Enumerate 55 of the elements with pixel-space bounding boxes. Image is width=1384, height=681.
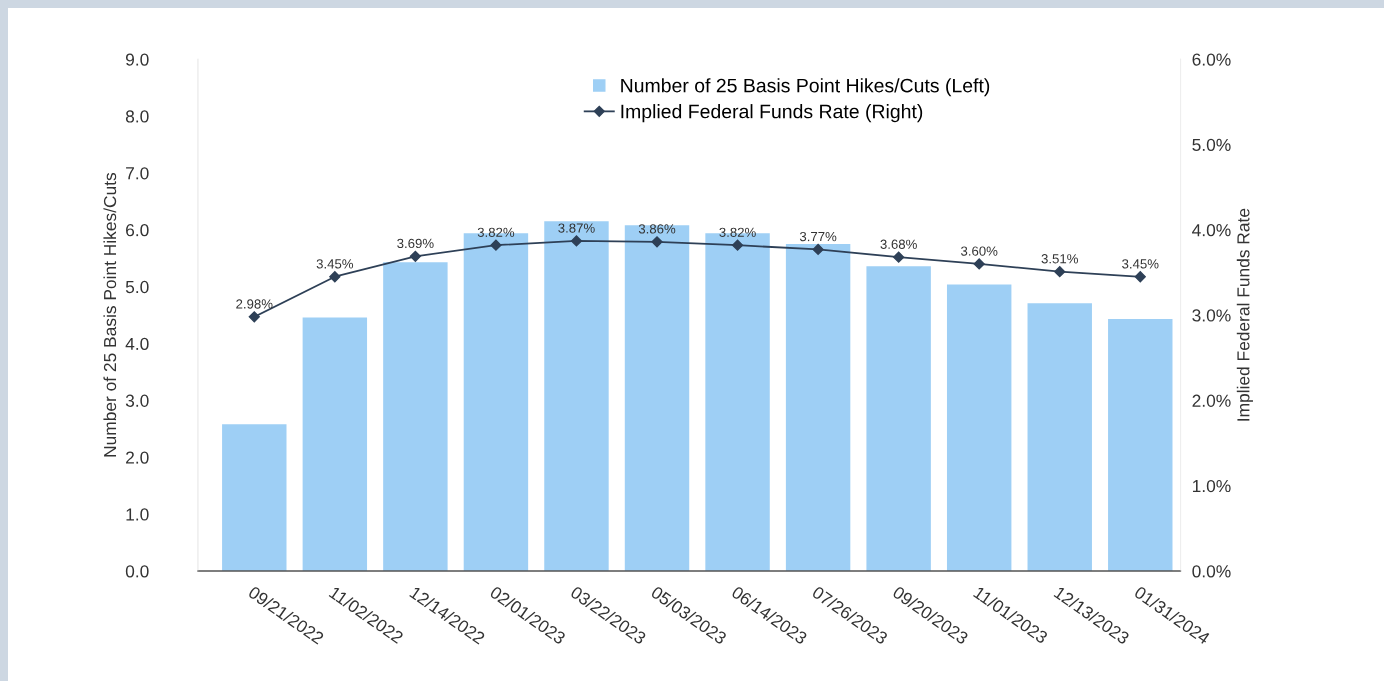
y-tick-label: 3.0 xyxy=(125,394,149,407)
data-label: 2.98% xyxy=(236,299,273,309)
y-tick-label: 5.0 xyxy=(125,280,149,294)
point xyxy=(490,239,502,251)
y-tick-label: 4.0 xyxy=(125,337,149,351)
data-label: 3.68% xyxy=(880,239,917,249)
point xyxy=(973,258,985,270)
data-label: 3.87% xyxy=(558,223,595,233)
bar xyxy=(624,225,690,572)
legend-label: Implied Federal Funds Rate (Right) xyxy=(621,104,923,123)
y2-tick-label: 6.0% xyxy=(1192,53,1231,66)
y-tick-label: 7.0 xyxy=(126,167,149,180)
data-label: 3.45% xyxy=(316,259,354,269)
bar xyxy=(222,424,287,572)
point xyxy=(409,250,421,262)
bar xyxy=(1027,303,1092,572)
y2-tick-label: 3.0% xyxy=(1192,309,1231,322)
data-label: 3.45% xyxy=(1122,259,1159,269)
y-tick-label: 0.0 xyxy=(125,565,149,578)
data-label: 3.60% xyxy=(960,246,998,256)
y2-tick-label: 2.0% xyxy=(1192,394,1231,407)
point xyxy=(651,236,663,248)
bar xyxy=(866,266,931,572)
point xyxy=(1054,266,1066,278)
point xyxy=(248,311,260,323)
data-label: 3.51% xyxy=(1041,254,1078,264)
bar xyxy=(1108,319,1173,572)
bar xyxy=(383,262,448,572)
bar xyxy=(544,221,609,572)
data-label: 3.82% xyxy=(477,227,515,237)
point xyxy=(570,235,583,247)
y-tick-label: 9.0 xyxy=(125,53,149,66)
data-label: 3.77% xyxy=(799,231,837,242)
point xyxy=(812,243,824,256)
y2-axis-title: Implied Federal Funds Rate xyxy=(1236,208,1253,421)
data-label: 3.82% xyxy=(719,227,756,237)
bar xyxy=(785,244,851,572)
legend-label: Number of 25 Basis Point Hikes/Cuts (Left) xyxy=(621,78,990,97)
y-tick-label: 2.0 xyxy=(126,451,149,464)
point xyxy=(893,251,905,263)
y2-tick-label: 0.0% xyxy=(1192,565,1231,578)
y-tick-label: 6.0 xyxy=(126,224,149,237)
y-tick-label: 1.0 xyxy=(126,508,149,521)
y-tick-label: 8.0 xyxy=(125,110,149,123)
point xyxy=(731,239,744,251)
y-axis-title: Number of 25 Basis Point Hikes/Cuts xyxy=(103,172,117,457)
y2-tick-label: 5.0% xyxy=(1192,138,1231,151)
data-label: 3.69% xyxy=(397,238,434,249)
point xyxy=(1134,271,1146,283)
bar xyxy=(946,284,1012,572)
y2-tick-label: 1.0% xyxy=(1192,479,1231,493)
point xyxy=(329,271,341,283)
y2-tick-label: 4.0% xyxy=(1192,224,1231,237)
bar xyxy=(302,317,368,572)
data-label: 3.86% xyxy=(638,224,676,234)
